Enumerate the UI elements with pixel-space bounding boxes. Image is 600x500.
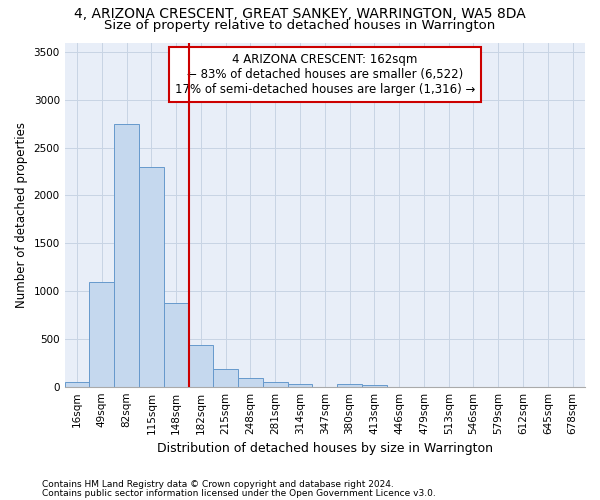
Y-axis label: Number of detached properties: Number of detached properties (15, 122, 28, 308)
Text: 4, ARIZONA CRESCENT, GREAT SANKEY, WARRINGTON, WA5 8DA: 4, ARIZONA CRESCENT, GREAT SANKEY, WARRI… (74, 8, 526, 22)
Bar (337, 384, 362, 386)
Bar (188, 344, 214, 387)
Text: Contains public sector information licensed under the Open Government Licence v3: Contains public sector information licen… (42, 490, 436, 498)
Bar (214, 370, 238, 386)
Bar (139, 167, 164, 386)
X-axis label: Distribution of detached houses by size in Warrington: Distribution of detached houses by size … (157, 442, 493, 455)
Bar (238, 378, 263, 386)
Bar (263, 382, 287, 386)
Text: 4 ARIZONA CRESCENT: 162sqm
← 83% of detached houses are smaller (6,522)
17% of s: 4 ARIZONA CRESCENT: 162sqm ← 83% of deta… (175, 53, 475, 96)
Text: Contains HM Land Registry data © Crown copyright and database right 2024.: Contains HM Land Registry data © Crown c… (42, 480, 394, 489)
Text: Size of property relative to detached houses in Warrington: Size of property relative to detached ho… (104, 19, 496, 32)
Bar (65, 382, 89, 386)
Bar (164, 302, 188, 386)
Bar (89, 282, 114, 387)
Bar (114, 124, 139, 386)
Bar (287, 384, 313, 386)
Bar (362, 385, 387, 386)
